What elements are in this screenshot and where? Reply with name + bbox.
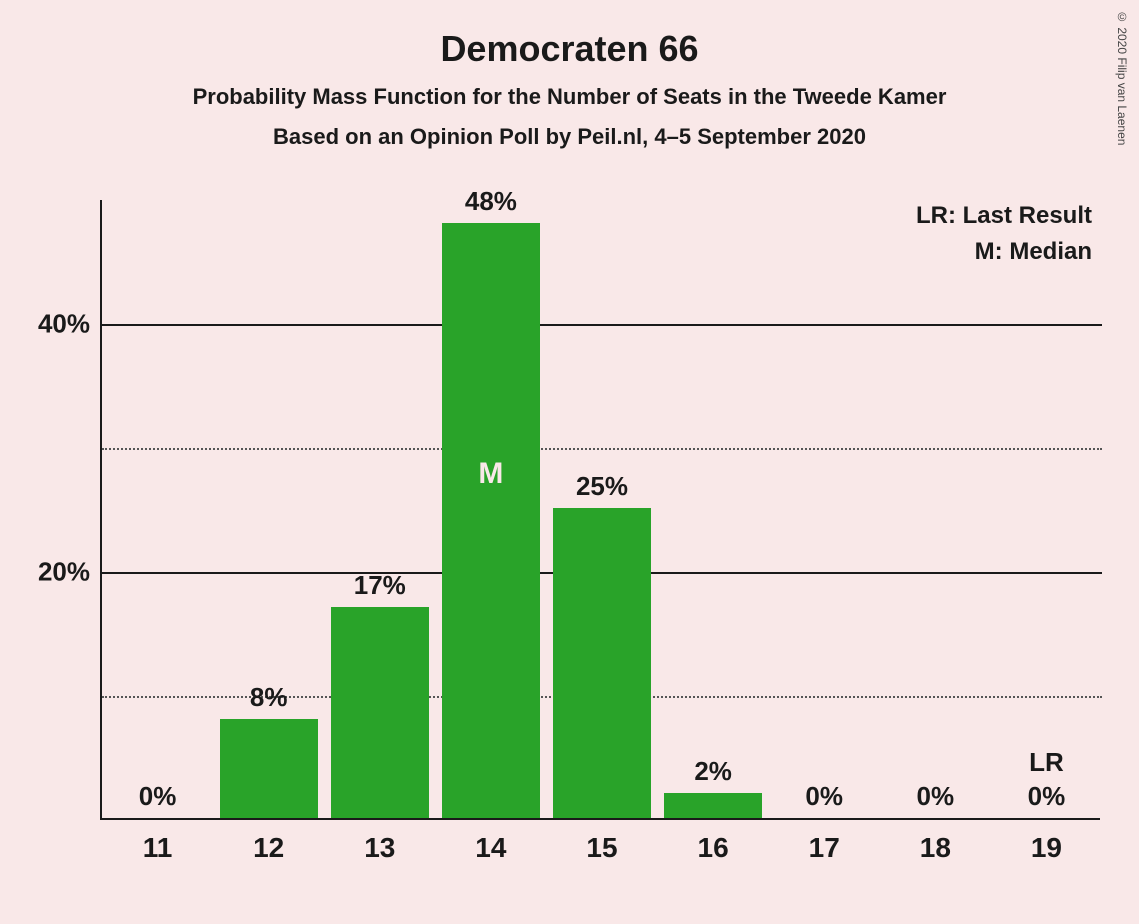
- bar: [664, 793, 762, 818]
- bar-value-label: 0%: [991, 781, 1102, 812]
- x-tick-label: 19: [1031, 832, 1062, 864]
- gridline: [102, 448, 1102, 450]
- lr-marker: LR: [991, 747, 1102, 778]
- legend-m: M: Median: [916, 238, 1092, 266]
- chart-title: Democraten 66: [0, 0, 1139, 70]
- bar: [442, 223, 540, 818]
- bar: [331, 607, 429, 818]
- bar-value-label: 2%: [658, 756, 769, 787]
- bar-value-label: 25%: [546, 471, 657, 502]
- bar-value-label: 0%: [880, 781, 991, 812]
- bar-value-label: 48%: [435, 186, 546, 217]
- bar: [553, 508, 651, 818]
- legend: LR: Last Result M: Median: [916, 202, 1092, 274]
- x-tick-label: 15: [586, 832, 617, 864]
- gridline: [102, 324, 1102, 326]
- median-marker: M: [442, 457, 540, 491]
- chart-subtitle-1: Probability Mass Function for the Number…: [0, 84, 1139, 110]
- y-tick-label: 20%: [38, 557, 90, 588]
- y-tick-label: 40%: [38, 309, 90, 340]
- chart-subtitle-2: Based on an Opinion Poll by Peil.nl, 4–5…: [0, 124, 1139, 150]
- x-tick-label: 11: [143, 832, 173, 864]
- bar-value-label: 8%: [213, 682, 324, 713]
- chart-area: LR: Last Result M: Median 20%40%0%118%12…: [100, 200, 1100, 820]
- x-tick-label: 13: [364, 832, 395, 864]
- x-tick-label: 12: [253, 832, 284, 864]
- x-tick-label: 18: [920, 832, 951, 864]
- plot-region: LR: Last Result M: Median 20%40%0%118%12…: [100, 200, 1100, 820]
- x-tick-label: 14: [475, 832, 506, 864]
- copyright-text: © 2020 Filip van Laenen: [1115, 10, 1129, 145]
- bar-value-label: 0%: [102, 781, 213, 812]
- bar-value-label: 0%: [769, 781, 880, 812]
- legend-lr: LR: Last Result: [916, 202, 1092, 230]
- x-tick-label: 17: [809, 832, 840, 864]
- bar: [220, 719, 318, 818]
- bar-value-label: 17%: [324, 570, 435, 601]
- x-tick-label: 16: [698, 832, 729, 864]
